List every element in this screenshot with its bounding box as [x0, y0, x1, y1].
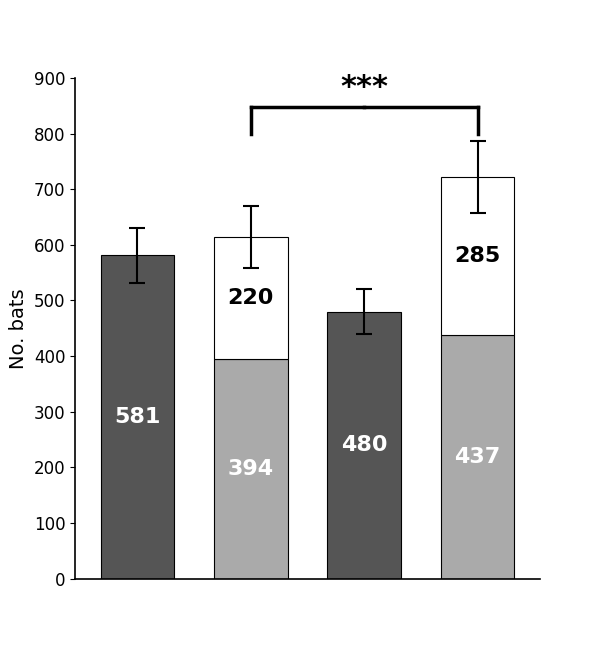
- Text: 394: 394: [228, 459, 274, 479]
- Bar: [441, 177, 514, 335]
- Bar: [328, 311, 401, 578]
- Text: 480: 480: [341, 435, 388, 455]
- Bar: [101, 255, 174, 578]
- Bar: [214, 237, 287, 359]
- Text: ***: ***: [340, 73, 388, 103]
- Text: 220: 220: [227, 288, 274, 308]
- Text: 285: 285: [454, 246, 501, 266]
- Text: 437: 437: [454, 447, 501, 467]
- Y-axis label: No. bats: No. bats: [9, 288, 28, 369]
- Bar: [214, 359, 287, 578]
- Text: 581: 581: [114, 407, 161, 427]
- Bar: [441, 335, 514, 578]
